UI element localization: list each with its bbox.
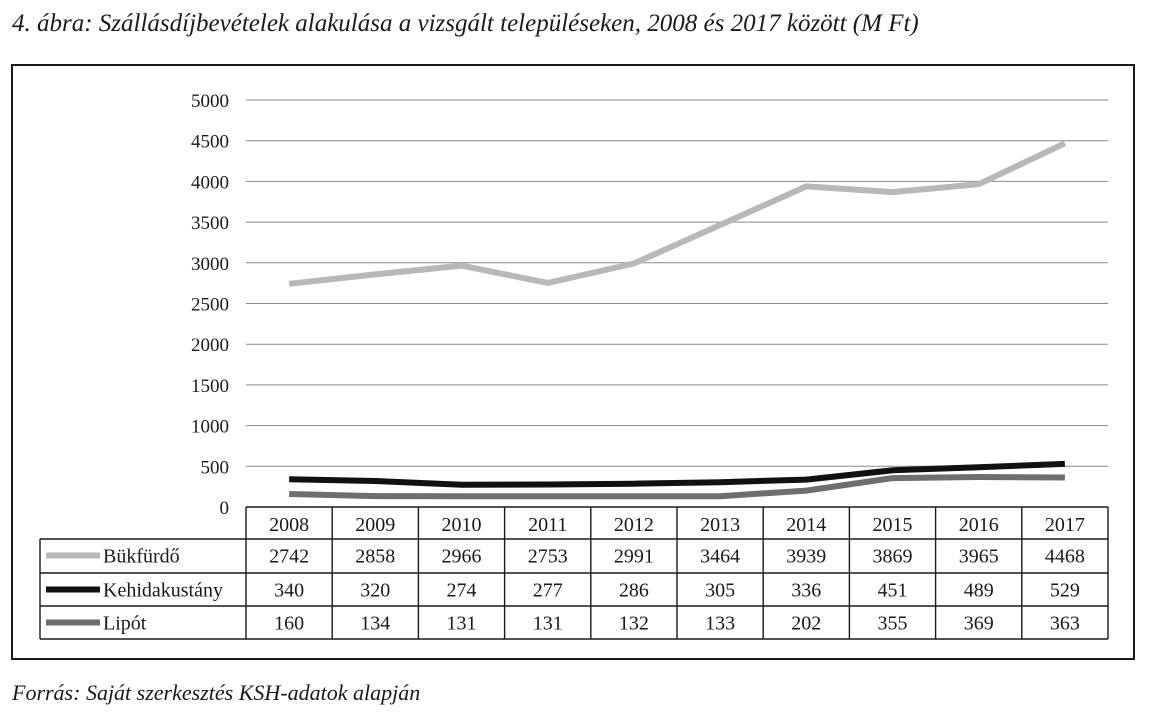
- data-label: 336: [791, 580, 821, 602]
- data-label: 131: [447, 613, 477, 635]
- x-tick-label: 2017: [1045, 514, 1085, 536]
- y-tick-label: 2000: [191, 335, 229, 356]
- data-label: 489: [964, 580, 994, 602]
- data-label: 2742: [269, 546, 309, 568]
- y-tick-label: 4500: [191, 132, 229, 153]
- series-layer: [288, 140, 1067, 500]
- y-tick-label: 4000: [191, 172, 229, 193]
- series-line-2: [289, 460, 1066, 488]
- data-label: 160: [274, 613, 304, 635]
- data-label: 2991: [614, 546, 654, 568]
- grid-layer: [246, 99, 1108, 467]
- x-tick-label: 2009: [355, 514, 395, 536]
- legend-label: Bükfürdő: [103, 546, 180, 568]
- y-tick-label: 3500: [191, 213, 229, 234]
- data-label: 340: [274, 580, 304, 602]
- data-label: 451: [878, 580, 908, 602]
- data-label: 4468: [1045, 546, 1085, 568]
- x-tick-label: 2013: [700, 514, 740, 536]
- data-label: 3939: [786, 546, 826, 568]
- series-line-3: [289, 474, 1065, 500]
- data-label: 286: [619, 580, 649, 602]
- data-label: 3965: [959, 546, 999, 568]
- y-tick-label: 1500: [191, 376, 229, 397]
- data-label: 529: [1050, 580, 1080, 602]
- x-tick-label: 2015: [873, 514, 913, 536]
- y-tick-label: 5000: [191, 91, 229, 112]
- y-tick-label: 1000: [191, 417, 229, 438]
- data-label: 2858: [355, 546, 395, 568]
- x-tick-label: 2016: [959, 514, 999, 536]
- data-label: 3869: [873, 546, 913, 568]
- chart-frame: [11, 64, 1135, 660]
- x-tick-label: 2012: [614, 514, 654, 536]
- x-tick-label: 2010: [442, 514, 482, 536]
- legend-label: Lipót: [103, 613, 147, 635]
- data-label: 3464: [700, 546, 740, 568]
- x-tick-label: 2008: [269, 514, 309, 536]
- data-label: 320: [360, 580, 390, 602]
- data-label: 305: [705, 580, 735, 602]
- data-label: 133: [705, 613, 735, 635]
- y-tick-label: 2500: [191, 295, 229, 316]
- x-tick-label: 2011: [528, 514, 567, 536]
- data-label: 2753: [528, 546, 568, 568]
- data-label: 277: [533, 580, 563, 602]
- y-tick-label: 3000: [191, 254, 229, 275]
- figure-title: 4. ábra: Szállásdíjbevételek alakulása a…: [12, 10, 919, 37]
- data-label: 2966: [442, 546, 482, 568]
- series-line-1: [288, 140, 1067, 287]
- y-tick-label: 500: [201, 457, 230, 478]
- data-label: 363: [1050, 613, 1080, 635]
- y-axis-ticks: 0 500 1000 1500 2000 2500 3000 3500 4000 4500 5000: [191, 91, 229, 519]
- source-note: Forrás: Saját szerkesztés KSH-adatok ala…: [12, 680, 421, 705]
- legend-label: Kehidakustány: [103, 580, 223, 602]
- data-label: 274: [447, 580, 477, 602]
- y-tick-label: 0: [220, 498, 230, 519]
- data-label: 369: [964, 613, 994, 635]
- data-label: 132: [619, 613, 649, 635]
- x-tick-label: 2014: [786, 514, 826, 536]
- data-label: 131: [533, 613, 563, 635]
- data-label: 134: [360, 613, 390, 635]
- data-label: 355: [878, 613, 908, 635]
- data-table: 2008 2009 2010 2011 2012 2013 2014 2015 2016 2017…: [39, 506, 1109, 640]
- data-label: 202: [791, 613, 821, 635]
